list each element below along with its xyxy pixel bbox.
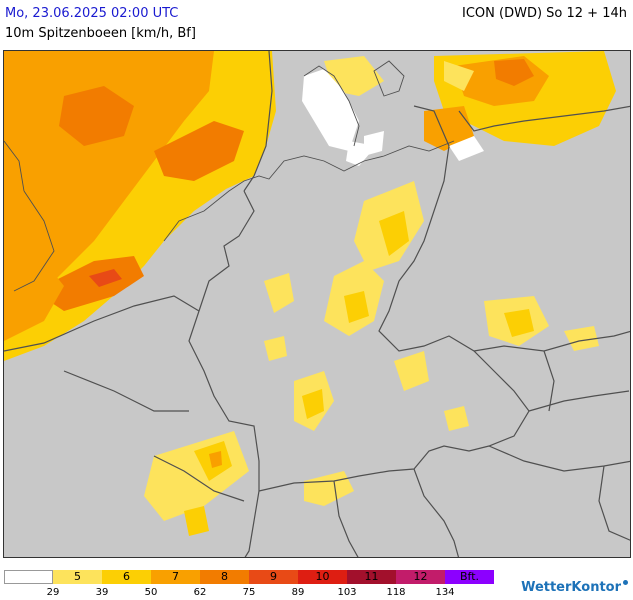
legend-bin-4: 8 [200,570,249,584]
gust-field-northsea [4,51,276,361]
model-run: ICON (DWD) So 12 + 14h [462,6,627,21]
legend-threshold-6: 103 [337,587,357,598]
legend-threshold-5: 89 [291,587,305,598]
gust-map [3,50,631,558]
legend-threshold-7: 118 [386,587,406,598]
legend-threshold-3: 62 [193,587,207,598]
brand-dot-icon [623,580,628,585]
country-borders [4,51,630,557]
gust-field-inland [144,181,599,536]
legend-threshold-2: 50 [144,587,158,598]
legend-bin-0 [4,570,53,584]
brand-logo: WetterKontor [521,580,628,595]
legend-threshold-1: 39 [95,587,109,598]
parameter-title: 10m Spitzenboeen [km/h, Bf] [5,26,196,41]
legend-bin-9: Bft. [445,570,494,584]
calm-areas [302,69,484,166]
legend-bin-8: 12 [396,570,445,584]
legend-bin-6: 10 [298,570,347,584]
legend-bin-3: 7 [151,570,200,584]
valid-time: Mo, 23.06.2025 02:00 UTC [5,6,179,21]
coastlines [4,60,455,292]
legend-bin-2: 6 [102,570,151,584]
legend-threshold-8: 134 [435,587,455,598]
legend-threshold-0: 29 [46,587,60,598]
brand-name: WetterKontor [521,580,621,595]
legend-bin-5: 9 [249,570,298,584]
legend-bin-7: 11 [347,570,396,584]
legend-bin-1: 5 [53,570,102,584]
legend-threshold-4: 75 [242,587,256,598]
map-canvas [4,51,630,557]
